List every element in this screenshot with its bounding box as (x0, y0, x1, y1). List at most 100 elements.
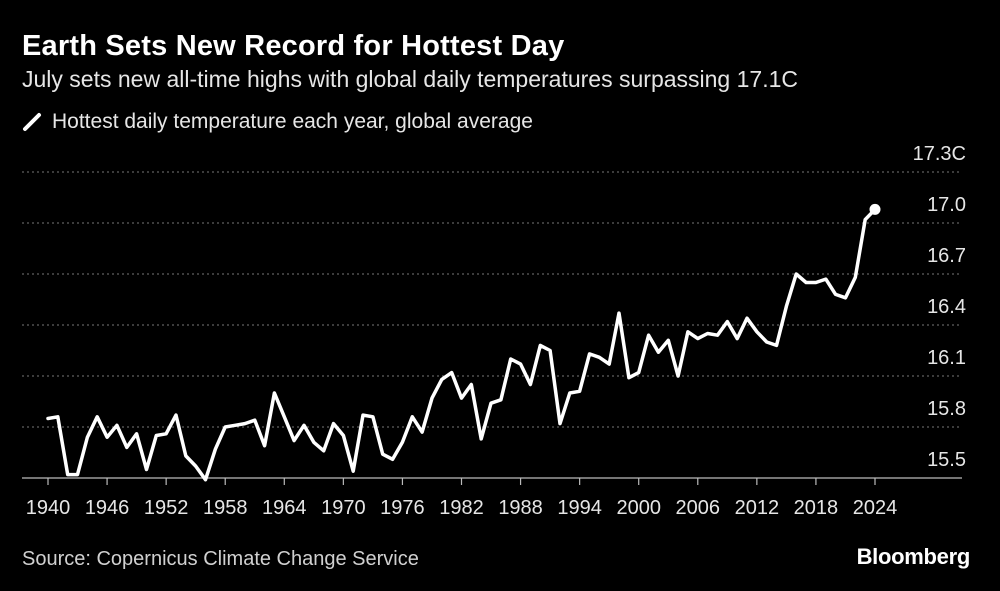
data-point (578, 389, 582, 393)
data-point (76, 473, 80, 477)
x-tick-label: 2018 (794, 497, 839, 519)
data-point (745, 316, 749, 320)
x-tick-label: 2000 (616, 497, 661, 519)
data-point (617, 311, 621, 315)
data-point (509, 357, 513, 361)
data-point (814, 281, 818, 285)
data-point (755, 330, 759, 334)
x-tick-label: 1952 (144, 497, 189, 519)
latest-data-marker (869, 203, 881, 215)
data-point (361, 413, 365, 417)
data-point (528, 383, 532, 387)
data-point (834, 292, 838, 296)
x-tick-label: 1946 (85, 497, 130, 519)
data-point (706, 332, 710, 336)
data-point (391, 457, 395, 461)
data-point (292, 439, 296, 443)
chart-subtitle: July sets new all-time highs with global… (22, 66, 798, 92)
data-point (125, 445, 129, 449)
legend: Hottest daily temperature each year, glo… (22, 110, 533, 134)
data-point (322, 449, 326, 453)
data-point (499, 398, 503, 402)
data-point (194, 464, 198, 468)
data-point (794, 272, 798, 276)
y-tick-label: 16.7 (927, 245, 966, 267)
data-point (213, 447, 217, 451)
data-point (341, 434, 345, 438)
data-point (302, 423, 306, 427)
data-point (607, 362, 611, 366)
x-tick-label: 1976 (380, 497, 425, 519)
data-point (243, 422, 247, 426)
data-point (627, 376, 631, 380)
data-point (272, 391, 276, 395)
data-point (637, 371, 641, 375)
data-point (85, 435, 89, 439)
x-tick-label: 1994 (557, 497, 602, 519)
y-tick-label: 16.4 (927, 296, 966, 318)
data-point (489, 401, 493, 405)
chart-title: Earth Sets New Record for Hottest Day (22, 30, 565, 62)
data-point (184, 454, 188, 458)
data-point (548, 349, 552, 353)
data-point (666, 338, 670, 342)
y-tick-label: 15.8 (927, 398, 966, 420)
data-point (676, 374, 680, 378)
x-tick-label: 2006 (676, 497, 721, 519)
y-tick-label: 15.5 (927, 449, 966, 471)
data-point (164, 432, 168, 436)
bloomberg-logo: Bloomberg (856, 544, 971, 569)
data-point (440, 377, 444, 381)
data-point (804, 281, 808, 285)
data-point (253, 418, 257, 422)
data-point (115, 423, 119, 427)
data-point (568, 391, 572, 395)
data-point (735, 337, 739, 341)
data-point (863, 218, 867, 222)
data-point (174, 413, 178, 417)
x-tick-label: 1964 (262, 497, 307, 519)
data-point (696, 337, 700, 341)
data-point (400, 440, 404, 444)
data-point (587, 352, 591, 356)
data-point (332, 422, 336, 426)
data-point (233, 423, 237, 427)
data-point (775, 343, 779, 347)
data-point (420, 430, 424, 434)
data-point (647, 333, 651, 337)
data-point (56, 415, 60, 419)
y-tick-label: 17.3C (913, 143, 966, 165)
x-tick-label: 1958 (203, 497, 248, 519)
data-point (430, 396, 434, 400)
data-point (282, 415, 286, 419)
data-point (558, 422, 562, 426)
data-point (824, 277, 828, 281)
data-point (135, 432, 139, 436)
data-point (519, 362, 523, 366)
x-tick-label: 2012 (735, 497, 780, 519)
data-point (154, 434, 158, 438)
x-axis: 1940 1946 1952 1958 1964 1970 1976 1982 1988 1994… (26, 478, 897, 519)
data-point (371, 415, 375, 419)
x-tick-label: 1940 (26, 497, 71, 519)
data-point (312, 440, 316, 444)
data-point (597, 355, 601, 359)
data-point (843, 296, 847, 300)
x-tick-label: 1982 (439, 497, 484, 519)
data-point (223, 425, 227, 429)
data-point (204, 478, 208, 482)
line-legend-icon (23, 113, 41, 131)
data-point (686, 330, 690, 334)
y-tick-label: 17.0 (927, 194, 966, 216)
y-axis-labels: 15.5 15.8 16.1 16.4 16.7 17.0 17.3C (913, 143, 966, 471)
data-point (381, 452, 385, 456)
data-point (460, 396, 464, 400)
data-point (479, 437, 483, 441)
grid-lines (22, 171, 962, 479)
x-tick-label: 1970 (321, 497, 366, 519)
data-point (95, 415, 99, 419)
x-tick-label: 1988 (498, 497, 543, 519)
data-point (351, 469, 355, 473)
data-point (765, 340, 769, 344)
